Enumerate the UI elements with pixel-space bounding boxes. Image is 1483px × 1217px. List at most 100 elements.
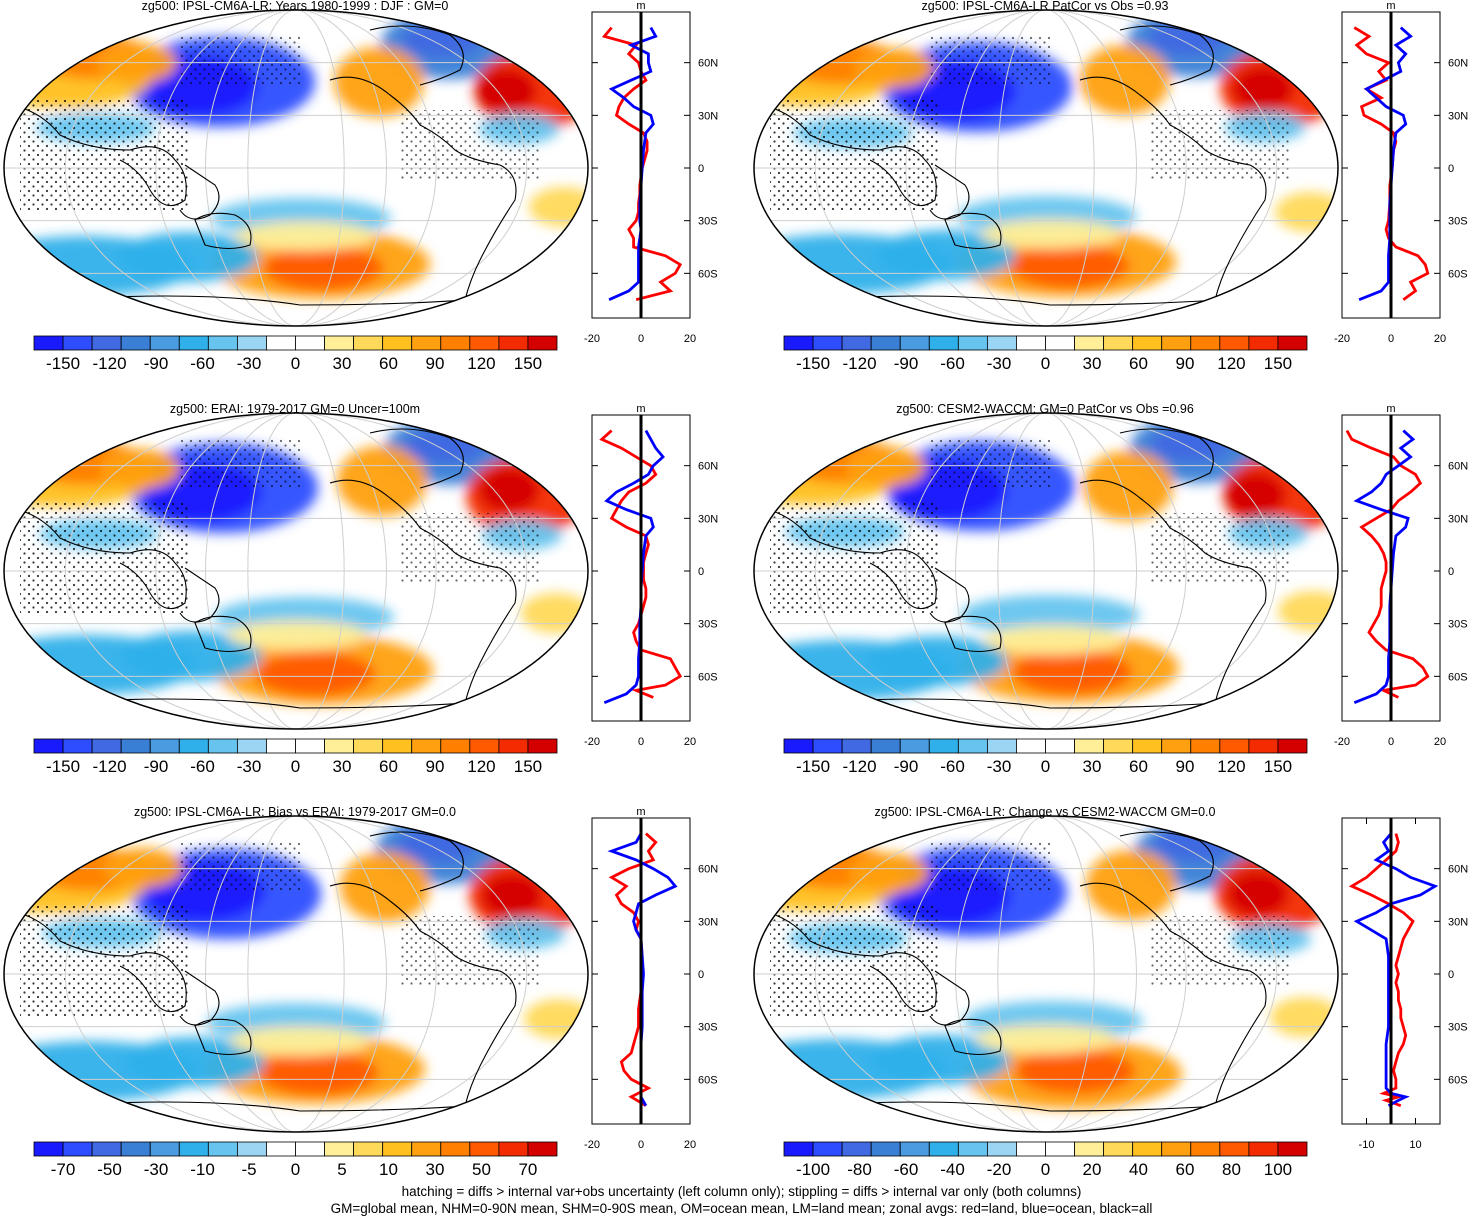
colorbar-tick-label: 60 bbox=[1176, 1160, 1195, 1179]
zonal-x-tick-label: 0 bbox=[1388, 736, 1394, 748]
zonal-land-line bbox=[1345, 429, 1430, 699]
colorbar-swatch bbox=[812, 738, 843, 754]
colorbar-swatch bbox=[178, 738, 209, 754]
colorbar-tick-label: 0 bbox=[1041, 1160, 1050, 1179]
colorbar-swatch bbox=[149, 1141, 180, 1157]
lat-tick-label: 30S bbox=[1448, 1022, 1468, 1034]
colorbar-swatch bbox=[1190, 1141, 1221, 1157]
lat-tick-label: 0 bbox=[1448, 163, 1454, 175]
zonal-unit-label: m bbox=[636, 806, 645, 818]
colorbar-tick-label: 90 bbox=[1176, 757, 1195, 776]
colorbar-tick-label: -60 bbox=[894, 1160, 919, 1179]
colorbar-swatch bbox=[1190, 738, 1221, 754]
colorbar-swatch bbox=[957, 1141, 988, 1157]
colorbar-swatch bbox=[1277, 1141, 1308, 1157]
colorbar-swatch bbox=[440, 738, 471, 754]
colorbar-swatch bbox=[1103, 738, 1134, 754]
colorbar-swatch bbox=[1277, 335, 1308, 351]
colorbar-swatch bbox=[1074, 1141, 1105, 1157]
lat-tick-label: 30S bbox=[1448, 619, 1468, 631]
colorbar-tick-label: -150 bbox=[796, 354, 830, 373]
zonal-unit-label: m bbox=[636, 0, 645, 12]
zonal-mean-plot: 60N 30N 0 30S 60S -20 0 20 m bbox=[584, 403, 718, 748]
colorbar-tick-label: 60 bbox=[379, 757, 398, 776]
lat-tick-label: 30N bbox=[698, 916, 718, 928]
map-outline bbox=[753, 9, 1339, 327]
colorbar-swatch bbox=[1074, 335, 1105, 351]
colorbar-swatch bbox=[295, 335, 325, 351]
zonal-x-tick-label: 0 bbox=[1388, 333, 1394, 345]
colorbar-swatch bbox=[266, 738, 296, 754]
colorbar: -150 -120 -90 -60 -30 0 30 60 90 120 150 bbox=[33, 335, 558, 373]
colorbar-swatch bbox=[295, 1141, 325, 1157]
panel-p3: -150 -120 -90 -60 -30 0 30 60 90 120 150 60N 30N 0 30S… bbox=[3, 403, 718, 776]
colorbar-tick-label: -50 bbox=[97, 1160, 122, 1179]
world-map bbox=[3, 815, 589, 1133]
colorbar-tick-label: -150 bbox=[46, 757, 80, 776]
colorbar-swatch bbox=[1132, 738, 1163, 754]
colorbar-swatch bbox=[1016, 1141, 1046, 1157]
colorbar-swatch bbox=[783, 335, 814, 351]
zonal-x-tick-label: 20 bbox=[1434, 736, 1446, 748]
zonal-ocean-line bbox=[603, 429, 665, 704]
world-map bbox=[753, 815, 1339, 1133]
colorbar-swatch bbox=[928, 335, 959, 351]
zonal-x-tick-label: -20 bbox=[1334, 736, 1350, 748]
lat-tick-label: 30S bbox=[698, 1022, 718, 1034]
colorbar-tick-label: 80 bbox=[1222, 1160, 1241, 1179]
colorbar-swatch bbox=[120, 1141, 151, 1157]
colorbar-swatch bbox=[870, 1141, 901, 1157]
coastlines bbox=[759, 831, 1271, 1112]
colorbar-swatch bbox=[1103, 335, 1134, 351]
zonal-x-tick-label: 0 bbox=[638, 736, 644, 748]
colorbar-tick-label: 5 bbox=[337, 1160, 346, 1179]
colorbar-swatch bbox=[928, 738, 959, 754]
zonal-unit-label: m bbox=[1386, 0, 1395, 12]
lat-tick-label: 30S bbox=[698, 619, 718, 631]
zonal-x-tick-label: -20 bbox=[584, 1139, 600, 1151]
colorbar-tick-label: 90 bbox=[1176, 354, 1195, 373]
world-map bbox=[3, 9, 589, 327]
colorbar-tick-label: 150 bbox=[1264, 757, 1292, 776]
colorbar-tick-label: -60 bbox=[190, 757, 215, 776]
colorbar-swatch bbox=[527, 738, 558, 754]
colorbar-tick-label: -30 bbox=[987, 354, 1012, 373]
colorbar-swatch bbox=[1132, 1141, 1163, 1157]
colorbar-tick-label: -70 bbox=[51, 1160, 76, 1179]
zonal-unit-label: m bbox=[1386, 403, 1395, 415]
zonal-x-tick-label: 0 bbox=[638, 333, 644, 345]
zonal-land-line bbox=[1348, 833, 1415, 1108]
colorbar-tick-label: -60 bbox=[940, 757, 965, 776]
colorbar-swatch bbox=[928, 1141, 959, 1157]
colorbar-swatch bbox=[957, 335, 988, 351]
panel-title-p6: zg500: IPSL-CM6A-LR: Change vs CESM2-WAC… bbox=[874, 805, 1216, 819]
colorbar-tick-label: 100 bbox=[1264, 1160, 1292, 1179]
colorbar-swatch bbox=[353, 335, 384, 351]
colorbar-swatch bbox=[207, 738, 238, 754]
colorbar-tick-label: -120 bbox=[843, 757, 877, 776]
colorbar-tick-label: -100 bbox=[796, 1160, 830, 1179]
zonal-x-tick-label: 0 bbox=[638, 1139, 644, 1151]
zonal-mean-plot: 60N 30N 0 30S 60S -20 0 20 m bbox=[584, 0, 718, 345]
colorbar-swatch bbox=[1248, 335, 1279, 351]
colorbar-tick-label: -150 bbox=[796, 757, 830, 776]
colorbar-swatch bbox=[498, 738, 529, 754]
footer-line-2: GM=global mean, NHM=0-90N mean, SHM=0-90… bbox=[330, 1201, 1153, 1216]
map-outline bbox=[753, 412, 1339, 730]
colorbar-tick-label: -20 bbox=[987, 1160, 1012, 1179]
lat-tick-label: 30N bbox=[698, 110, 718, 122]
colorbar-tick-label: 150 bbox=[1264, 354, 1292, 373]
colorbar-tick-label: -60 bbox=[190, 354, 215, 373]
zonal-x-tick-label: 20 bbox=[684, 1139, 696, 1151]
colorbar-tick-label: -30 bbox=[237, 354, 262, 373]
colorbar-tick-label: -120 bbox=[93, 354, 127, 373]
colorbar-tick-label: -80 bbox=[847, 1160, 872, 1179]
map-outline bbox=[3, 412, 589, 730]
colorbar-tick-label: -60 bbox=[940, 354, 965, 373]
colorbar-swatch bbox=[783, 738, 814, 754]
colorbar-swatch bbox=[498, 1141, 529, 1157]
lat-tick-label: 60S bbox=[1448, 1074, 1468, 1086]
colorbar-tick-label: -40 bbox=[940, 1160, 965, 1179]
lat-tick-label: 60S bbox=[698, 1074, 718, 1086]
